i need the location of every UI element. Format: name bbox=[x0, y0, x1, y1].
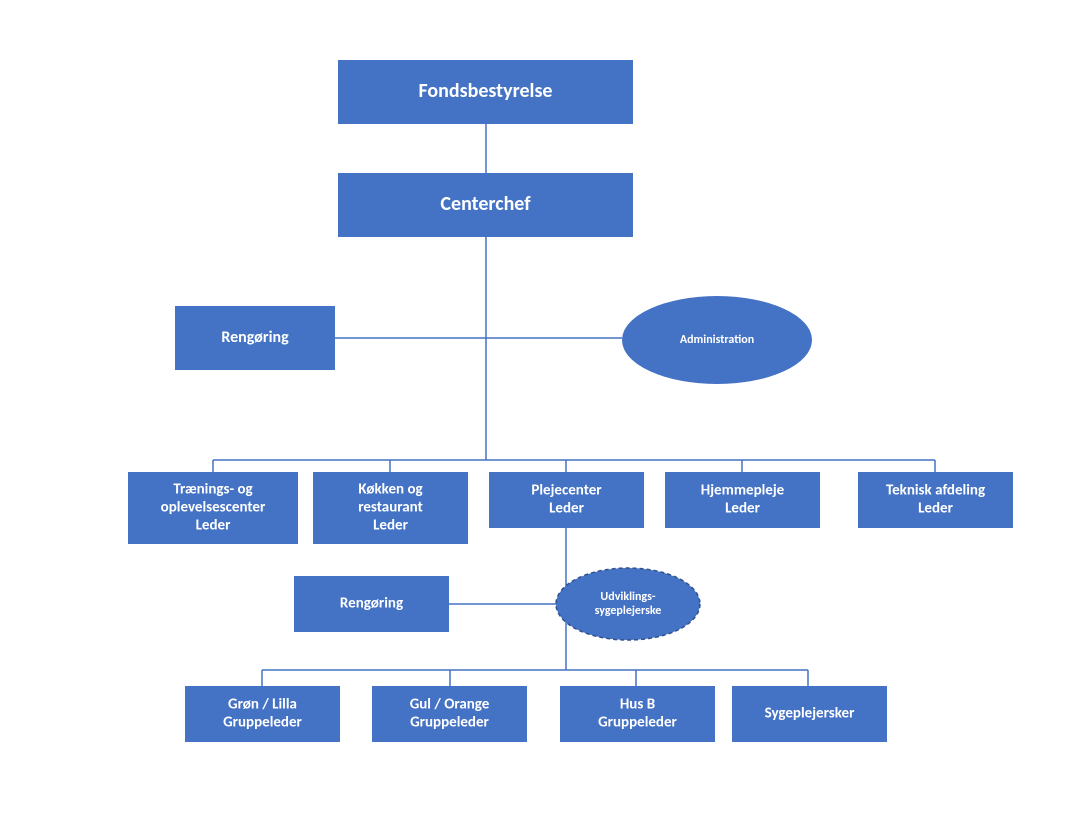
node-fonds: Fondsbestyrelse bbox=[338, 60, 633, 124]
node-label: Rengøring bbox=[340, 595, 403, 613]
node-sygepl: Sygeplejersker bbox=[732, 686, 887, 742]
node-label: Hjemmepleje bbox=[701, 482, 785, 500]
node-label: Centerchef bbox=[440, 192, 531, 216]
node-label: Sygeplejersker bbox=[765, 705, 855, 723]
node-label: Køkken og bbox=[358, 481, 422, 499]
node-label: Teknisk afdeling bbox=[886, 482, 985, 500]
node-udvikling: Udviklings-sygeplejerske bbox=[556, 568, 700, 640]
node-label: Gruppeleder bbox=[410, 714, 489, 732]
node-label: sygeplejerske bbox=[595, 604, 662, 618]
org-chart: Fondsbestyrelse Centerchef Rengøring Admini… bbox=[0, 0, 1071, 825]
node-centerchef: Centerchef bbox=[338, 173, 633, 237]
node-label: Fondsbestyrelse bbox=[418, 79, 552, 103]
node-label: restaurant bbox=[358, 499, 423, 517]
node-label: Leder bbox=[196, 517, 231, 535]
node-rengoring1: Rengøring bbox=[175, 306, 335, 370]
node-label: Plejecenter bbox=[531, 482, 602, 500]
node-label: Leder bbox=[373, 517, 408, 535]
node-label: Rengøring bbox=[221, 328, 289, 347]
node-teknisk: Teknisk afdelingLeder bbox=[858, 472, 1013, 528]
node-gul: Gul / OrangeGruppeleder bbox=[372, 686, 527, 742]
node-label: Hus B bbox=[620, 696, 655, 714]
node-rengoring2: Rengøring bbox=[294, 576, 449, 632]
node-label: Trænings- og bbox=[173, 481, 252, 499]
node-husb: Hus BGruppeleder bbox=[560, 686, 715, 742]
node-label: Leder bbox=[549, 500, 584, 518]
node-label: Udviklings- bbox=[600, 590, 655, 604]
node-plejecenter: PlejecenterLeder bbox=[489, 472, 644, 528]
node-gron: Grøn / LillaGruppeleder bbox=[185, 686, 340, 742]
node-label: Leder bbox=[725, 500, 760, 518]
node-label: oplevelsescenter bbox=[161, 499, 266, 517]
node-traenings: Trænings- ogoplevelsescenterLeder bbox=[128, 472, 298, 544]
node-label: Leder bbox=[918, 500, 953, 518]
node-label: Gul / Orange bbox=[410, 696, 490, 714]
node-label: Gruppeleder bbox=[598, 714, 677, 732]
node-hjemmepleje: HjemmeplejeLeder bbox=[665, 472, 820, 528]
node-kokken: Køkken ogrestaurantLeder bbox=[313, 472, 468, 544]
node-label: Grøn / Lilla bbox=[228, 696, 297, 714]
node-label: Gruppeleder bbox=[223, 714, 302, 732]
node-label: Administration bbox=[680, 333, 754, 347]
node-admin: Administration bbox=[622, 296, 812, 384]
nodes: Fondsbestyrelse Centerchef Rengøring Admini… bbox=[128, 60, 1013, 742]
